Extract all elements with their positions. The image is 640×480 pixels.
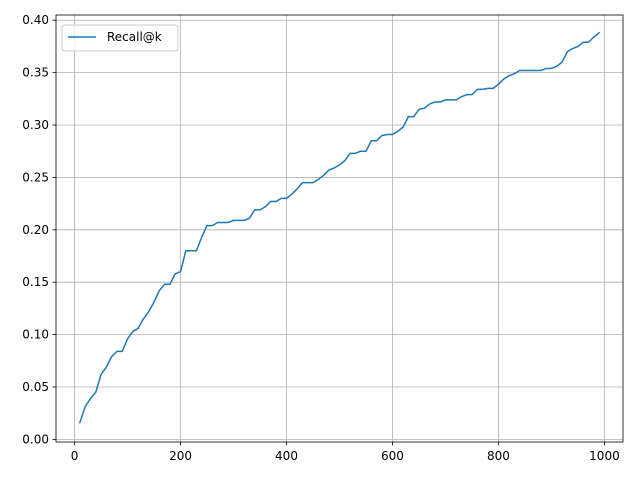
y-tick-label: 0.20 xyxy=(22,223,49,237)
x-tick-label: 800 xyxy=(487,449,510,463)
legend-box xyxy=(61,24,179,52)
y-tick-label: 0.35 xyxy=(22,66,49,80)
axes-frame xyxy=(55,14,624,443)
x-tick-label: 1000 xyxy=(589,449,620,463)
x-tick-label: 0 xyxy=(71,449,79,463)
y-tick-label: 0.30 xyxy=(22,118,49,132)
y-tick-label: 0.25 xyxy=(22,170,49,184)
y-tick-label: 0.00 xyxy=(22,432,49,446)
grid-lines xyxy=(56,15,623,442)
plot-series xyxy=(78,31,601,424)
axis-ticks: 0 200 400 600 800 1000 0.00 0.05 0.10 0.15 0.20 0.2… xyxy=(22,13,619,463)
x-tick-label: 600 xyxy=(381,449,404,463)
y-tick-label: 0.10 xyxy=(22,328,49,342)
x-tick-label: 200 xyxy=(169,449,192,463)
legend-label-recall: Recall@k xyxy=(107,30,162,44)
x-tick-label: 400 xyxy=(275,449,298,463)
y-tick-label: 0.15 xyxy=(22,275,49,289)
y-tick-label: 0.05 xyxy=(22,380,49,394)
series-line-recall xyxy=(78,31,601,424)
y-tick-label: 0.40 xyxy=(22,13,49,27)
legend: Recall@k xyxy=(61,24,179,52)
